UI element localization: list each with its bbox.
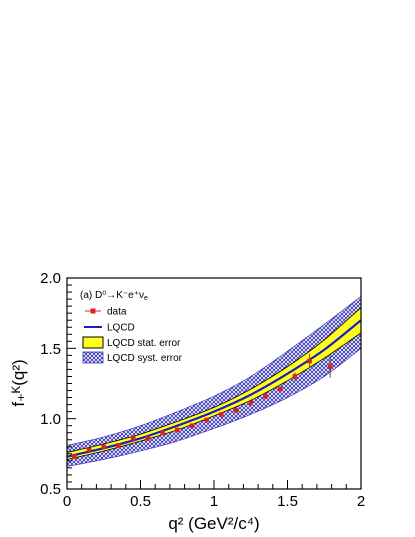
data-point [160, 430, 165, 436]
y-tick-label-0: 0.5 [40, 481, 61, 498]
data-point [86, 447, 92, 452]
x-axis-title: q² (GeV²/c⁴) [168, 514, 259, 533]
y-tick-label-1: 1.0 [40, 411, 61, 428]
data-point [130, 436, 136, 441]
data-point [292, 374, 298, 379]
x-tick-label-2: 1 [210, 493, 218, 510]
data-point [263, 393, 268, 399]
data-points-layer [72, 353, 333, 459]
data-point [174, 427, 180, 433]
y-axis-title: f₊ᴷ(q²) [9, 359, 28, 406]
data-point [101, 444, 107, 450]
data-point [233, 407, 239, 413]
legend-label-data: data [107, 307, 127, 318]
data-point [72, 454, 77, 459]
data-point [189, 423, 195, 428]
y-tick-label-3: 2.0 [40, 270, 61, 287]
y-tick-label-2: 1.5 [40, 341, 61, 358]
panel-label: (a) D⁰→K⁻e⁺νe [80, 290, 148, 302]
x-tick-label-1: 0.5 [130, 493, 151, 510]
legend-label-lqcd: LQCD [107, 323, 135, 334]
lqcd-curve [67, 319, 361, 458]
x-tick-label-4: 2 [357, 493, 365, 510]
data-point [307, 358, 312, 364]
data-point [219, 412, 224, 417]
data-point [248, 400, 254, 406]
data-point [116, 443, 121, 448]
data-point [145, 436, 151, 441]
legend-syst-box [82, 351, 104, 364]
x-tick-label-0: 0 [63, 493, 71, 510]
axis-ticks [66, 277, 362, 490]
legend-stat-box [82, 336, 104, 349]
lines-layer [67, 319, 361, 458]
x-tick-label-3: 1.5 [277, 493, 298, 510]
data-point [277, 386, 283, 392]
data-point [204, 417, 209, 423]
legend-label-stat: LQCD stat. error [107, 338, 181, 349]
legend: (a) D⁰→K⁻e⁺νe data LQCD LQCD stat. error… [80, 290, 183, 364]
data-point [327, 364, 333, 369]
legend-data-marker [90, 308, 96, 314]
legend-label-syst: LQCD syst. error [107, 353, 183, 364]
